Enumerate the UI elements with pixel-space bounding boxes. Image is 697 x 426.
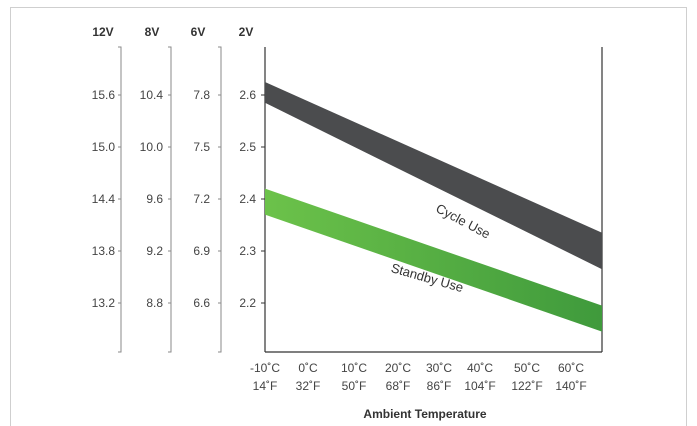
x-tick-label-fahrenheit: 68˚F [386, 379, 411, 393]
x-tick-label-celsius: 60˚C [558, 361, 584, 375]
x-tick-label-fahrenheit: 140˚F [555, 379, 586, 393]
x-tick-label-fahrenheit: 14˚F [253, 379, 278, 393]
cycle-use-band [265, 82, 602, 270]
y-tick-label: 15.0 [92, 140, 116, 154]
x-tick-label-celsius: 20˚C [385, 361, 411, 375]
y-tick-label: 7.2 [193, 192, 210, 206]
x-tick-label-celsius: 10˚C [341, 361, 367, 375]
x-tick-label-fahrenheit: 32˚F [296, 379, 321, 393]
standby-use-band [265, 188, 602, 332]
y-tick-label: 14.4 [92, 192, 116, 206]
axis-header-8v: 8V [145, 25, 160, 39]
axis-header-12v: 12V [92, 25, 113, 39]
y-tick-label: 2.5 [239, 140, 256, 154]
axis-header-6v: 6V [191, 25, 206, 39]
x-tick-label-celsius: -10˚C [250, 361, 280, 375]
x-tick-label-fahrenheit: 104˚F [464, 379, 495, 393]
x-tick-label-fahrenheit: 122˚F [511, 379, 542, 393]
y-tick-label: 7.5 [193, 140, 210, 154]
y-tick-label: 2.2 [239, 296, 256, 310]
x-tick-label-celsius: 30˚C [426, 361, 452, 375]
y-tick-label: 10.0 [140, 140, 164, 154]
y-tick-label: 13.8 [92, 244, 116, 258]
x-tick-label-fahrenheit: 50˚F [342, 379, 367, 393]
x-tick-label-celsius: 40˚C [467, 361, 493, 375]
chart-frame [10, 7, 687, 426]
y-tick-label: 9.2 [146, 244, 163, 258]
y-tick-label: 13.2 [92, 296, 116, 310]
x-axis-label: Ambient Temperature [363, 407, 486, 421]
y-tick-label: 15.6 [92, 88, 116, 102]
x-tick-label-celsius: 0˚C [298, 361, 318, 375]
y-tick-label: 7.8 [193, 88, 210, 102]
x-tick-label-fahrenheit: 86˚F [427, 379, 452, 393]
y-tick-label: 2.3 [239, 244, 256, 258]
y-tick-label: 2.6 [239, 88, 256, 102]
y-tick-label: 6.6 [193, 296, 210, 310]
axis-header-2v: 2V [239, 25, 254, 39]
x-tick-label-celsius: 50˚C [514, 361, 540, 375]
y-tick-label: 6.9 [193, 244, 210, 258]
y-tick-label: 9.6 [146, 192, 163, 206]
y-tick-label: 2.4 [239, 192, 256, 206]
y-tick-label: 8.8 [146, 296, 163, 310]
y-tick-label: 10.4 [140, 88, 164, 102]
